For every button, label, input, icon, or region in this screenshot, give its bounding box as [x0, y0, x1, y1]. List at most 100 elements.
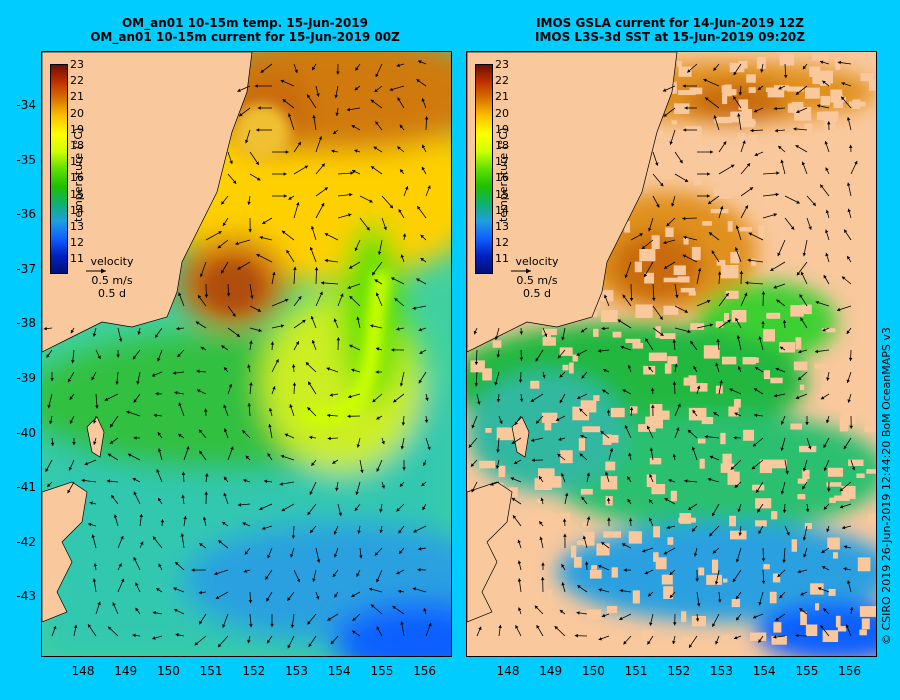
current-vector-head [710, 150, 714, 154]
cloud-gap [756, 56, 766, 69]
current-vector-head [719, 206, 724, 210]
current-vector-head [747, 258, 751, 263]
current-vector-head [758, 530, 762, 534]
cloud-gap [799, 445, 817, 453]
colorbar-tick-14: 14 [495, 203, 509, 217]
current-vector-head [826, 377, 830, 381]
current-vector-head [778, 86, 782, 90]
cloud-gap [855, 150, 862, 161]
cloud-gap [683, 237, 689, 245]
current-vector-head [93, 441, 97, 445]
current-vector-head [198, 590, 202, 595]
colorbar-tick-20: 20 [70, 106, 84, 120]
current-vector-head [515, 625, 519, 629]
current-vector-head [541, 562, 545, 566]
current-vector-head [199, 620, 203, 625]
current-vector-head [648, 517, 653, 522]
current-vector-head [755, 367, 759, 371]
current-vector-head [359, 555, 363, 559]
current-vector-head [629, 298, 634, 301]
current-vector-head [157, 432, 161, 436]
current-vector-head [758, 639, 762, 643]
current-vector-head [754, 413, 758, 418]
cloud-gap [710, 208, 729, 214]
cloud-gap [827, 537, 840, 550]
cloud-gap [748, 134, 758, 148]
current-vector-head [847, 580, 851, 584]
current-vector-head [563, 533, 567, 537]
current-vector-head [157, 448, 162, 452]
cloud-gap [591, 565, 597, 570]
cloud-gap [635, 304, 653, 318]
current-vector-head [316, 93, 320, 97]
current-vector-head [790, 226, 795, 230]
current-vector-head [217, 245, 222, 249]
current-vector-head [389, 87, 393, 92]
current-vector-head [470, 463, 475, 467]
current-vector-head [826, 528, 830, 532]
current-vector-head [45, 468, 49, 472]
cloud-gap [872, 133, 876, 147]
cloud-gap [648, 352, 667, 361]
current-vector-head [602, 389, 606, 393]
current-vector-head [336, 337, 341, 341]
current-vector-head [672, 640, 676, 645]
current-vector-head [494, 382, 498, 386]
cloud-gap [835, 57, 841, 70]
current-vector-head [672, 454, 677, 458]
cloud-gap [538, 468, 555, 480]
current-vector-head [425, 397, 429, 401]
current-vector-head [270, 623, 274, 627]
current-vector-head [199, 429, 203, 433]
cloud-gap [861, 618, 870, 630]
current-vector-head [307, 94, 311, 98]
cloud-gap [808, 248, 818, 261]
current-vector-head [687, 429, 692, 434]
current-vector-head [194, 642, 198, 646]
current-vector-head [659, 316, 663, 320]
current-vector-head [723, 141, 727, 145]
current-vector-head [222, 624, 226, 628]
current-vector-head [222, 222, 226, 226]
current-vector-head [354, 149, 358, 153]
left-colorbar-title: temperature (°C) [72, 127, 85, 222]
current-vector-head [786, 531, 790, 536]
current-vector-head [279, 482, 283, 486]
current-vector-head [120, 536, 124, 540]
current-vector-head [293, 266, 297, 270]
current-vector-head [423, 608, 427, 612]
current-vector-head [796, 200, 800, 204]
current-vector-head [287, 644, 291, 649]
cloud-gap [605, 461, 616, 471]
current-vector-head [477, 401, 481, 405]
cloud-gap [829, 497, 836, 503]
cloud-gap [540, 635, 546, 649]
current-vector-head [847, 256, 851, 260]
cloud-gap [503, 634, 515, 647]
cloud-gap [570, 545, 577, 558]
current-vector-head [47, 483, 51, 487]
current-vector-head [542, 374, 546, 379]
current-vector-head [152, 536, 157, 540]
current-vector-head [518, 607, 522, 611]
current-vector-head [601, 613, 606, 618]
current-vector-head [642, 549, 646, 553]
current-vector-head [422, 144, 426, 149]
current-vector-head [730, 466, 735, 470]
current-vector-head [267, 639, 271, 644]
colorbar-tick-17: 17 [70, 155, 84, 169]
cloud-gap [862, 337, 876, 346]
current-vector-head [304, 165, 308, 169]
cloud-gap [714, 116, 732, 124]
current-vector-head [285, 150, 289, 154]
current-vector-head [283, 194, 287, 198]
cloud-gap [681, 170, 697, 176]
current-vector-head [822, 80, 826, 84]
current-vector-head [186, 446, 190, 450]
cloud-gap [771, 511, 778, 520]
x-tick-153: 153 [710, 664, 733, 678]
current-vector-head [561, 336, 565, 341]
current-vector-head [331, 149, 335, 153]
current-vector-head [727, 319, 731, 323]
current-vector-head [647, 641, 651, 645]
